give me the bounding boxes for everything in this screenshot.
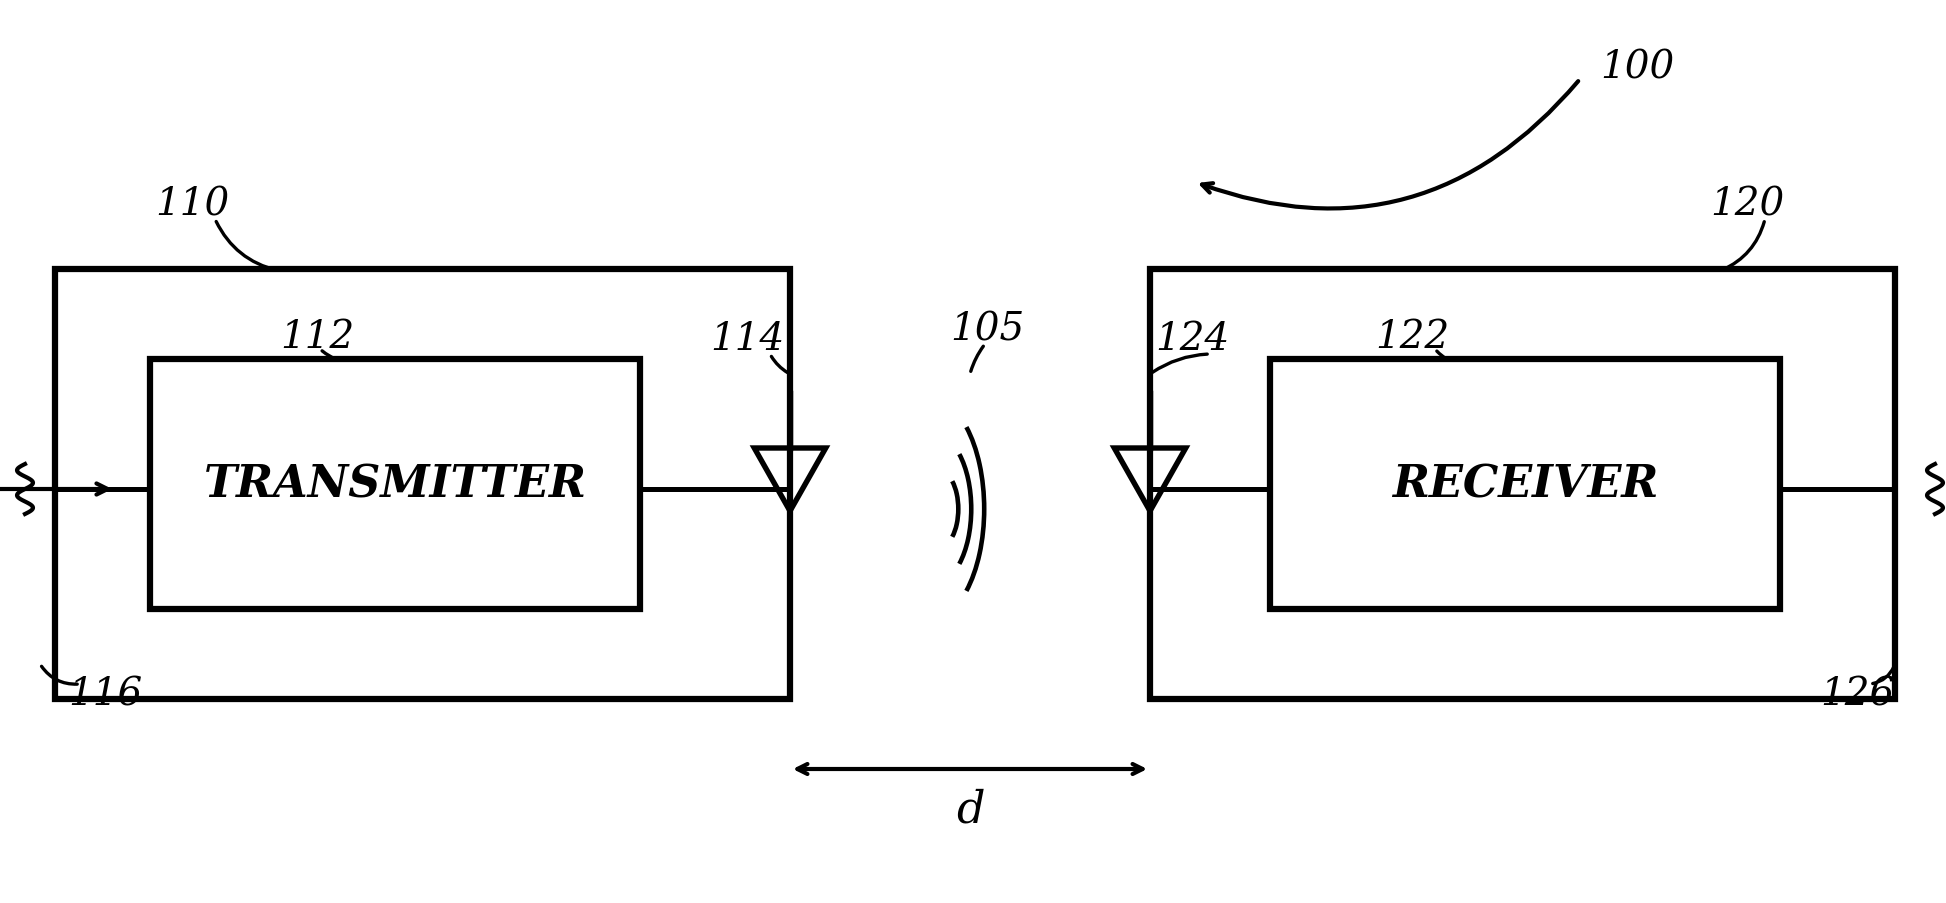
Text: 124: 124 [1156,321,1230,358]
Text: d: d [955,787,985,831]
Text: RECEIVER: RECEIVER [1391,463,1658,506]
Text: 100: 100 [1600,50,1674,87]
Text: TRANSMITTER: TRANSMITTER [204,463,586,506]
Text: 116: 116 [68,675,142,712]
Text: 120: 120 [1711,186,1784,223]
Bar [1150,270,1895,699]
Text: 122: 122 [1376,319,1450,356]
Text: 126: 126 [1820,675,1893,712]
Text: 114: 114 [710,321,784,358]
Bar [1271,359,1781,610]
Text: 112: 112 [280,319,354,356]
Text: 110: 110 [156,186,230,223]
Bar [150,359,640,610]
Bar [54,270,790,699]
Text: 105: 105 [950,312,1024,349]
